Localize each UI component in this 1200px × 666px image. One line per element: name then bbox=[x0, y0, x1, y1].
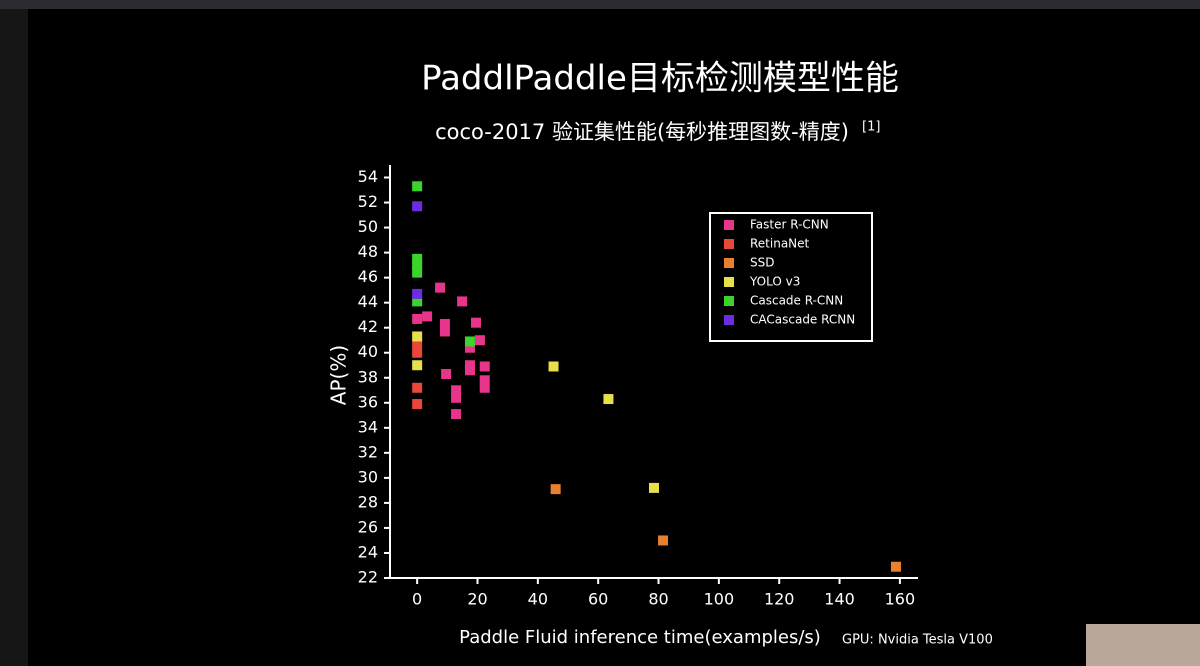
annotation: GPU: Nvidia Tesla V100 bbox=[842, 633, 993, 648]
point bbox=[412, 331, 423, 342]
point bbox=[412, 399, 423, 410]
y-tick-label: 42 bbox=[358, 317, 378, 336]
legend-swatch bbox=[724, 296, 734, 306]
y-tick-label: 34 bbox=[358, 417, 378, 436]
y-tick-label: 54 bbox=[358, 167, 378, 186]
point bbox=[479, 382, 490, 393]
legend-swatch bbox=[724, 220, 734, 230]
x-tick-label: 20 bbox=[467, 590, 487, 609]
point bbox=[435, 282, 446, 293]
point bbox=[474, 335, 485, 346]
subtitle-note: [1] bbox=[862, 120, 880, 135]
point bbox=[479, 361, 490, 372]
y-tick-label: 46 bbox=[358, 267, 378, 286]
y-tick-label: 40 bbox=[358, 342, 378, 361]
point bbox=[412, 360, 423, 371]
y-tick-label: 30 bbox=[358, 467, 378, 486]
point bbox=[412, 382, 423, 393]
camera-thumbnail bbox=[1086, 624, 1200, 666]
point bbox=[412, 253, 423, 264]
point bbox=[439, 318, 450, 329]
legend-swatch bbox=[724, 277, 734, 287]
y-tick-label: 44 bbox=[358, 292, 378, 311]
point bbox=[439, 326, 450, 337]
y-tick-label: 50 bbox=[358, 217, 378, 236]
point bbox=[412, 201, 423, 212]
point bbox=[412, 296, 423, 307]
point bbox=[412, 313, 423, 324]
y-tick-label: 38 bbox=[358, 367, 378, 386]
chart-title: PaddlPaddle目标检测模型性能 bbox=[421, 59, 899, 99]
point bbox=[464, 360, 475, 371]
point bbox=[457, 296, 468, 307]
chart-subtitle: coco-2017 验证集性能(每秒推理图数-精度) bbox=[435, 120, 849, 144]
y-tick-label: 24 bbox=[358, 542, 378, 561]
point bbox=[451, 385, 462, 396]
point bbox=[464, 365, 475, 376]
legend-label: CACascade RCNN bbox=[750, 313, 855, 327]
x-tick-label: 0 bbox=[412, 590, 422, 609]
legend-label: Faster R-CNN bbox=[750, 218, 829, 232]
y-tick-label: 28 bbox=[358, 492, 378, 511]
point bbox=[422, 311, 433, 322]
point bbox=[441, 369, 452, 380]
y-axis-label: AP(%) bbox=[327, 345, 351, 405]
point bbox=[890, 561, 901, 572]
x-tick-label: 140 bbox=[824, 590, 855, 609]
y-tick-label: 22 bbox=[358, 568, 378, 587]
legend-swatch bbox=[724, 258, 734, 268]
point bbox=[451, 409, 462, 420]
point bbox=[412, 338, 423, 349]
y-tick-label: 32 bbox=[358, 442, 378, 461]
point bbox=[550, 484, 561, 495]
point bbox=[412, 288, 423, 299]
point bbox=[479, 375, 490, 386]
point bbox=[412, 181, 423, 192]
legend-label: YOLO v3 bbox=[749, 275, 800, 289]
y-tick-label: 36 bbox=[358, 392, 378, 411]
x-tick-label: 60 bbox=[588, 590, 608, 609]
legend-label: Cascade R-CNN bbox=[750, 294, 843, 308]
point bbox=[412, 260, 423, 271]
point bbox=[470, 317, 481, 328]
point bbox=[649, 482, 659, 493]
x-tick-label: 100 bbox=[704, 590, 735, 609]
x-tick-label: 160 bbox=[885, 590, 916, 609]
point bbox=[548, 361, 559, 372]
point bbox=[451, 392, 462, 403]
legend-swatch bbox=[724, 315, 734, 325]
point bbox=[412, 347, 423, 358]
legend-label: SSD bbox=[750, 256, 774, 270]
point bbox=[603, 394, 614, 405]
legend-swatch bbox=[724, 239, 734, 249]
x-tick-label: 40 bbox=[528, 590, 548, 609]
point bbox=[464, 336, 475, 347]
x-tick-label: 120 bbox=[764, 590, 795, 609]
y-tick-label: 52 bbox=[358, 192, 378, 211]
y-tick-label: 26 bbox=[358, 517, 378, 536]
top-bar bbox=[0, 0, 1200, 9]
point bbox=[464, 342, 475, 353]
legend-label: RetinaNet bbox=[750, 237, 810, 251]
x-tick-label: 80 bbox=[648, 590, 668, 609]
y-tick-label: 48 bbox=[358, 242, 378, 261]
side-strip bbox=[0, 9, 28, 666]
legend-box bbox=[709, 212, 873, 342]
point bbox=[412, 267, 423, 278]
x-axis-label: Paddle Fluid inference time(examples/s) bbox=[459, 627, 821, 648]
point bbox=[658, 535, 669, 546]
